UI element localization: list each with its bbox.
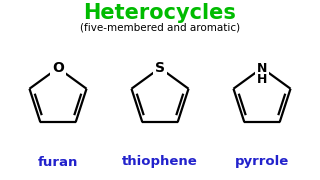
Text: N: N (257, 62, 267, 75)
Text: thiophene: thiophene (122, 156, 198, 168)
Text: S: S (155, 61, 165, 75)
Text: H: H (257, 73, 267, 86)
Text: (five-membered and aromatic): (five-membered and aromatic) (80, 22, 240, 32)
Text: pyrrole: pyrrole (235, 156, 289, 168)
Text: Heterocycles: Heterocycles (84, 3, 236, 23)
Text: furan: furan (38, 156, 78, 168)
Text: O: O (52, 61, 64, 75)
